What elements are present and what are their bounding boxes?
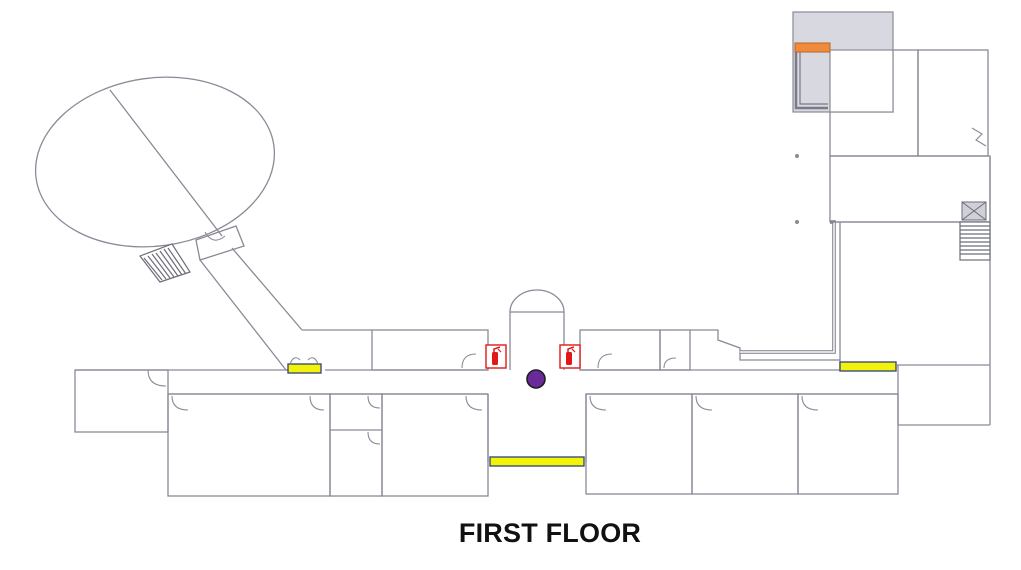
exit-door-icon [289, 357, 319, 365]
stairs-east [959, 201, 991, 261]
south-rooms-west [167, 393, 489, 497]
round-room [34, 76, 276, 261]
north-rooms [371, 329, 841, 371]
exit-marker-icon [489, 456, 585, 467]
west-end-room [74, 369, 169, 433]
you-are-here-icon [526, 369, 546, 389]
exit-marker-icon [839, 361, 897, 372]
central-lobby [487, 394, 587, 462]
entrance-vestibule [509, 289, 565, 370]
floor-title: FIRST FLOOR [458, 518, 642, 548]
east-wing-corridor [740, 220, 841, 360]
exit-marker-icon [287, 363, 322, 374]
south-rooms-east [585, 393, 899, 495]
assembly-point-marker-icon [794, 42, 831, 53]
stair-tower-north [792, 11, 894, 113]
stairs-west [139, 243, 191, 283]
diagonal-corridor [199, 247, 372, 371]
fire-extinguisher-icon [485, 344, 507, 369]
fire-extinguisher-icon [559, 344, 581, 369]
